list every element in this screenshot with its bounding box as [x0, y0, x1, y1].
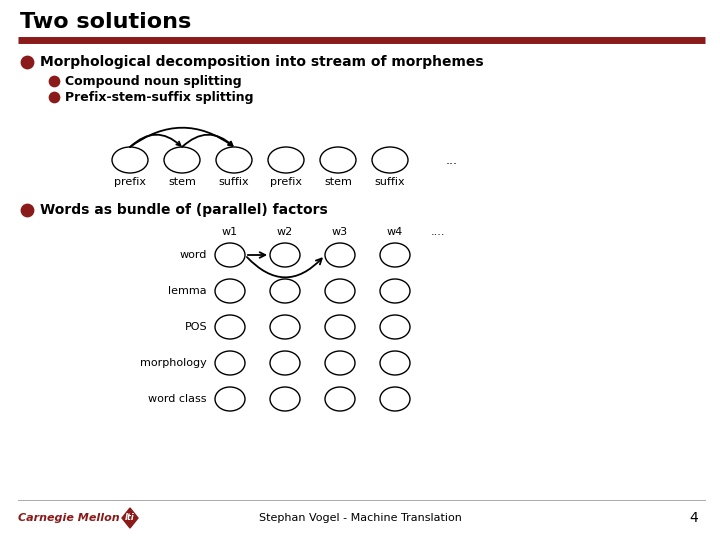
FancyArrowPatch shape: [130, 127, 233, 147]
Text: morphology: morphology: [140, 358, 207, 368]
FancyArrowPatch shape: [130, 134, 181, 147]
Text: 4: 4: [689, 511, 698, 525]
Text: ...: ...: [446, 153, 458, 166]
Text: Morphological decomposition into stream of morphemes: Morphological decomposition into stream …: [40, 55, 484, 69]
Text: prefix: prefix: [114, 177, 146, 187]
Text: stem: stem: [324, 177, 352, 187]
Text: suffix: suffix: [219, 177, 249, 187]
Text: Prefix-stem-suffix splitting: Prefix-stem-suffix splitting: [65, 91, 253, 104]
Text: ....: ....: [431, 227, 445, 237]
Point: [22, 206, 33, 214]
Text: Two solutions: Two solutions: [20, 12, 192, 32]
FancyArrowPatch shape: [182, 134, 233, 147]
Text: Stephan Vogel - Machine Translation: Stephan Vogel - Machine Translation: [258, 513, 462, 523]
Point: [22, 58, 33, 66]
Point: [48, 93, 60, 102]
Text: word: word: [179, 250, 207, 260]
Text: Compound noun splitting: Compound noun splitting: [65, 75, 242, 87]
Point: [48, 77, 60, 85]
Text: w4: w4: [387, 227, 403, 237]
Text: POS: POS: [184, 322, 207, 332]
Text: suffix: suffix: [374, 177, 405, 187]
Text: Words as bundle of (parallel) factors: Words as bundle of (parallel) factors: [40, 203, 328, 217]
Polygon shape: [122, 508, 138, 528]
Text: Carnegie Mellon: Carnegie Mellon: [18, 513, 120, 523]
Text: word class: word class: [148, 394, 207, 404]
Text: w2: w2: [277, 227, 293, 237]
Text: prefix: prefix: [270, 177, 302, 187]
Text: w3: w3: [332, 227, 348, 237]
Text: lti: lti: [125, 514, 135, 523]
Text: w1: w1: [222, 227, 238, 237]
Text: lemma: lemma: [168, 286, 207, 296]
Text: stem: stem: [168, 177, 196, 187]
